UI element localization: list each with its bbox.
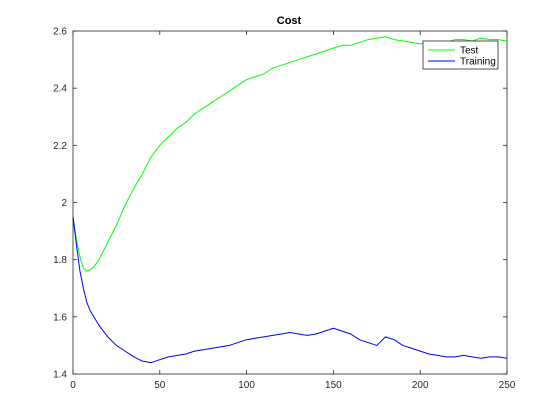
legend: Test Training (422, 40, 499, 70)
x-tick-label: 50 (154, 380, 166, 391)
legend-label-test: Test (460, 46, 479, 57)
x-tick-label: 100 (238, 380, 255, 391)
x-tick-label: 250 (499, 380, 516, 391)
y-tick-label: 1.4 (53, 370, 67, 381)
y-tick-label: 2.6 (53, 27, 67, 38)
plot-area: 0 50 100 150 200 250 1.4 1.6 1.8 2 2.2 2.4 2.6 (53, 27, 516, 392)
x-tick-label: 200 (412, 380, 429, 391)
x-tick-label: 150 (325, 380, 342, 391)
series-line-training (72, 216, 508, 364)
y-tick-label: 1.6 (53, 312, 67, 323)
y-tick-label: 2 (61, 198, 67, 209)
axes-box (72, 30, 508, 375)
y-tick-label: 1.8 (53, 255, 67, 266)
y-tick-label: 2.2 (53, 141, 67, 152)
legend-box (422, 40, 499, 70)
y-tick-label: 2.4 (53, 84, 67, 95)
ticks-layer: 0 50 100 150 200 250 1.4 1.6 1.8 2 2.2 2.4 2.6 (53, 27, 516, 392)
x-tick-label: 0 (70, 380, 76, 391)
legend-label-training: Training (460, 57, 496, 68)
chart-title: Cost (277, 15, 302, 27)
